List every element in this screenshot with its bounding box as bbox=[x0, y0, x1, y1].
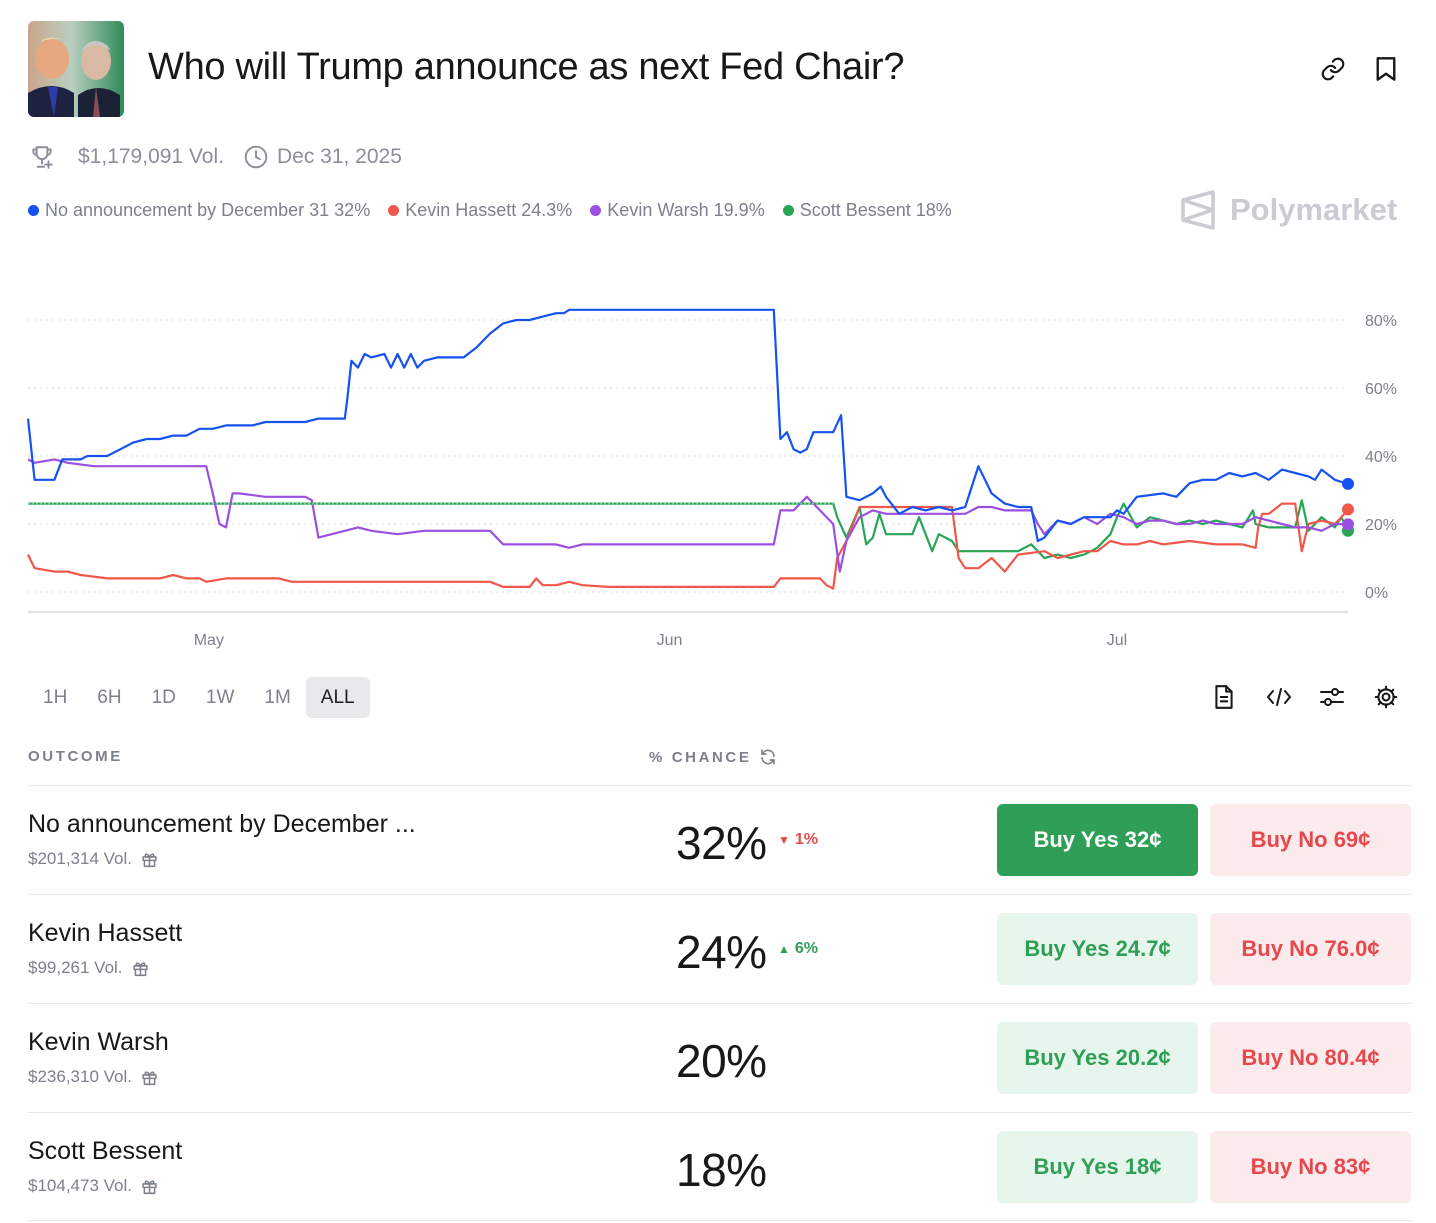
clock-icon bbox=[242, 143, 270, 171]
range-all[interactable]: ALL bbox=[305, 677, 370, 718]
y-tick-label: 60% bbox=[1365, 381, 1397, 398]
time-range-selector: 1H 6H 1D 1W 1M ALL bbox=[28, 677, 370, 718]
trophy-icon bbox=[28, 143, 56, 171]
series-line[interactable] bbox=[26, 308, 1349, 543]
legend-dot bbox=[388, 205, 400, 216]
range-6h[interactable]: 6H bbox=[97, 686, 122, 708]
legend-dot bbox=[782, 205, 794, 216]
market-meta: $1,179,091 Vol. Dec 31, 2025 bbox=[28, 141, 402, 173]
chance-header-label: % CHANCE bbox=[649, 748, 752, 766]
buy-no-button[interactable]: Buy No 76.0¢ bbox=[1210, 913, 1411, 985]
gift-icon[interactable] bbox=[132, 960, 149, 977]
series-end-point bbox=[1342, 518, 1354, 531]
buy-no-button[interactable]: Buy No 83¢ bbox=[1210, 1131, 1411, 1203]
gift-icon[interactable] bbox=[141, 1069, 158, 1086]
chart-legend: No announcement by December 31 32% Kevin… bbox=[28, 200, 970, 221]
outcome-row[interactable]: Kevin Warsh $236,310 Vol. 20% Buy Yes 20… bbox=[28, 1003, 1412, 1112]
outcome-volume-text: $104,473 Vol. bbox=[28, 1176, 132, 1195]
chance-change-text: 6% bbox=[794, 940, 819, 957]
refresh-icon[interactable] bbox=[759, 748, 777, 766]
buy-no-button[interactable]: Buy No 69¢ bbox=[1210, 804, 1411, 876]
gift-icon[interactable] bbox=[141, 851, 158, 868]
polymarket-watermark: Polymarket bbox=[1180, 190, 1397, 230]
legend-item: Scott Bessent 18% bbox=[782, 200, 952, 221]
x-tick-label: Jul bbox=[1107, 632, 1127, 649]
x-tick-label: Jun bbox=[657, 632, 683, 649]
series-line[interactable] bbox=[27, 502, 1349, 590]
outcome-name: Kevin Warsh bbox=[28, 1028, 169, 1056]
legend-item: Kevin Warsh 19.9% bbox=[590, 200, 765, 221]
outcome-row[interactable]: Scott Bessent $104,473 Vol. 18% Buy Yes … bbox=[28, 1112, 1412, 1221]
market-header: Who will Trump announce as next Fed Chai… bbox=[28, 21, 1412, 117]
outcome-volume-text: $201,314 Vol. bbox=[28, 849, 132, 868]
outcome-volume-text: $99,261 Vol. bbox=[28, 958, 123, 977]
chance-change-text: 1% bbox=[794, 831, 819, 848]
buy-yes-button[interactable]: Buy Yes 20.2¢ bbox=[997, 1022, 1198, 1094]
outcome-name: No announcement by December ... bbox=[28, 810, 416, 838]
chance-change: ▼ 1% bbox=[778, 831, 818, 849]
sliders-icon[interactable] bbox=[1317, 682, 1347, 712]
y-tick-label: 40% bbox=[1365, 449, 1397, 466]
range-1m[interactable]: 1M bbox=[264, 686, 291, 708]
outcome-chance: 18% bbox=[676, 1144, 767, 1196]
settings-gear-icon[interactable] bbox=[1371, 682, 1401, 712]
outcome-volume: $99,261 Vol. bbox=[28, 958, 149, 978]
buy-yes-button[interactable]: Buy Yes 18¢ bbox=[997, 1131, 1198, 1203]
range-1d[interactable]: 1D bbox=[151, 686, 176, 708]
y-tick-label: 0% bbox=[1365, 585, 1388, 602]
embed-code-icon[interactable] bbox=[1264, 682, 1294, 712]
legend-dot bbox=[590, 205, 602, 216]
legend-item: No announcement by December 31 32% bbox=[28, 200, 370, 221]
legend-dot bbox=[28, 205, 39, 216]
buy-yes-button[interactable]: Buy Yes 32¢ bbox=[997, 804, 1198, 876]
outcome-name: Kevin Hassett bbox=[28, 919, 183, 947]
market-thumbnail bbox=[28, 21, 124, 117]
series-end-point bbox=[1342, 503, 1354, 516]
outcome-name: Scott Bessent bbox=[28, 1137, 183, 1165]
outcome-volume-text: $236,310 Vol. bbox=[28, 1067, 132, 1086]
legend-label: Kevin Hassett 24.3% bbox=[405, 200, 573, 220]
legend-label: Kevin Warsh 19.9% bbox=[607, 200, 765, 220]
brand-name: Polymarket bbox=[1230, 192, 1398, 227]
polymarket-logo-icon bbox=[1181, 190, 1215, 230]
outcome-chance: 20% bbox=[676, 1035, 767, 1087]
y-tick-label: 20% bbox=[1365, 517, 1397, 534]
market-title: Who will Trump announce as next Fed Chai… bbox=[148, 46, 905, 88]
series-line[interactable] bbox=[28, 499, 1349, 560]
outcome-column-header: OUTCOME bbox=[28, 748, 123, 765]
gift-icon[interactable] bbox=[141, 1178, 158, 1195]
document-icon[interactable] bbox=[1209, 682, 1239, 712]
outcome-chance: 32% bbox=[676, 817, 767, 869]
buy-no-button[interactable]: Buy No 80.4¢ bbox=[1210, 1022, 1411, 1094]
outcome-volume: $201,314 Vol. bbox=[28, 849, 158, 869]
chance-change: ▲ 6% bbox=[778, 940, 818, 958]
up-triangle-icon: ▲ bbox=[778, 942, 790, 956]
legend-label: No announcement by December 31 32% bbox=[45, 200, 371, 220]
outcome-volume: $236,310 Vol. bbox=[28, 1067, 158, 1087]
outcome-row[interactable]: Kevin Hassett $99,261 Vol. 24% ▲ 6% Buy Y… bbox=[28, 894, 1412, 1003]
buy-yes-button[interactable]: Buy Yes 24.7¢ bbox=[997, 913, 1198, 985]
bookmark-icon[interactable] bbox=[1372, 55, 1400, 83]
chance-column-header: % CHANCE bbox=[649, 748, 777, 766]
outcome-volume: $104,473 Vol. bbox=[28, 1176, 158, 1196]
range-1h[interactable]: 1H bbox=[43, 686, 68, 708]
link-icon[interactable] bbox=[1319, 55, 1347, 83]
market-end-date: Dec 31, 2025 bbox=[276, 145, 402, 168]
legend-item: Kevin Hassett 24.3% bbox=[388, 200, 572, 221]
outcome-row[interactable]: No announcement by December ... $201,314… bbox=[28, 785, 1412, 894]
outcome-chance: 24% bbox=[676, 926, 767, 978]
x-tick-label: May bbox=[194, 632, 224, 649]
price-history-chart[interactable]: 80% 60% 40% 20% 0% May Jun Jul bbox=[0, 270, 1436, 660]
down-triangle-icon: ▼ bbox=[778, 833, 790, 847]
y-tick-label: 80% bbox=[1365, 313, 1397, 330]
series-line[interactable] bbox=[27, 458, 1349, 573]
series-end-point bbox=[1342, 477, 1354, 490]
range-1w[interactable]: 1W bbox=[205, 686, 235, 708]
market-volume: $1,179,091 Vol. bbox=[78, 145, 224, 168]
legend-label: Scott Bessent 18% bbox=[799, 200, 952, 220]
